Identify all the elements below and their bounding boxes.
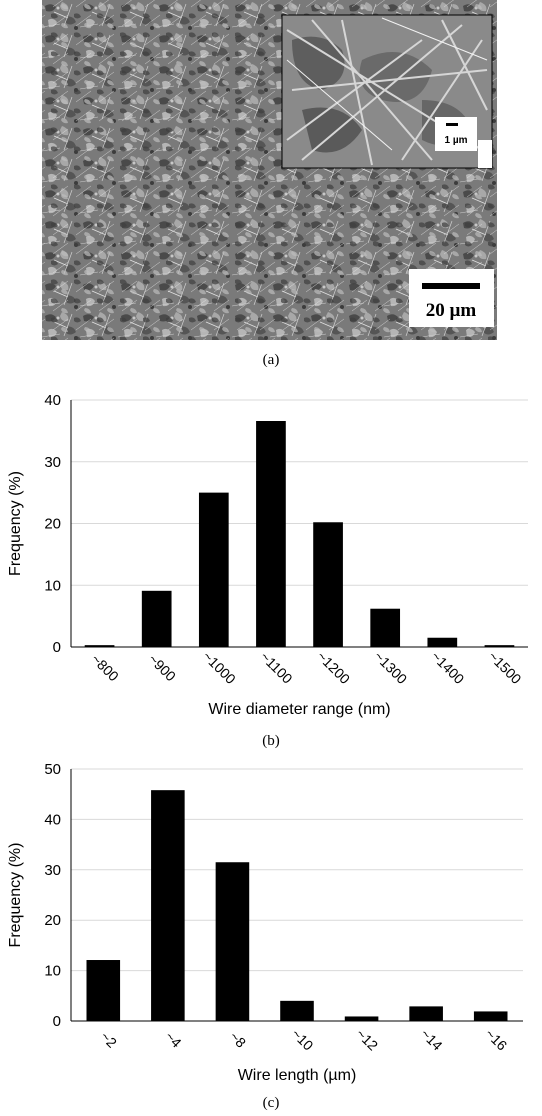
x-tick-label: ~4: [162, 1028, 185, 1051]
x-tick-label: ~800: [88, 651, 122, 685]
y-tick-label: 30: [44, 454, 61, 471]
bar-1200: [313, 522, 343, 647]
bar-800: [84, 645, 115, 647]
y-tick-label: 50: [44, 761, 61, 778]
y-axis-title: Frequency (%): [7, 843, 24, 948]
x-tick-label: ~2: [98, 1028, 121, 1051]
y-tick-label: 10: [44, 963, 61, 980]
bar-900: [141, 590, 172, 647]
inset-scale-label: 1 µm: [445, 135, 468, 146]
y-tick-label: 40: [44, 811, 61, 828]
x-tick-label: ~10: [288, 1025, 316, 1053]
y-tick-label: 0: [53, 1013, 61, 1030]
bar-1000: [198, 492, 229, 647]
x-tick-label: ~1000: [200, 648, 239, 687]
x-tick-label: ~1200: [314, 648, 353, 687]
x-tick-label: ~1500: [485, 648, 524, 687]
bar-12: [344, 1016, 379, 1021]
panel-a-caption: (a): [262, 352, 280, 368]
panel-b-caption: (b): [262, 733, 280, 749]
x-tick-label: ~900: [145, 651, 179, 685]
main-scale-label: 20 µm: [426, 300, 477, 321]
x-tick-label: ~1400: [428, 648, 467, 687]
bar-1400: [427, 637, 458, 647]
x-tick-label: ~12: [353, 1025, 381, 1053]
x-tick-label: ~1300: [371, 648, 410, 687]
x-axis-title: Wire diameter range (nm): [208, 701, 390, 718]
y-tick-label: 20: [44, 912, 61, 929]
sem-micrograph: 1 µm 20 µm: [42, 0, 497, 340]
y-tick-label: 30: [44, 862, 61, 879]
bar-4: [151, 790, 185, 1021]
main-scale-bar: 20 µm: [409, 269, 494, 327]
bar-14: [409, 1006, 443, 1021]
y-tick-label: 0: [53, 639, 61, 656]
bar-1100: [256, 420, 286, 647]
x-tick-label: ~14: [418, 1025, 446, 1053]
panel-c-caption: (c): [262, 1095, 280, 1111]
y-axis-title: Frequency (%): [7, 471, 24, 576]
y-tick-label: 40: [44, 392, 61, 409]
x-tick-label: ~1100: [257, 648, 296, 687]
inset-scale-bar: 1 µm: [435, 117, 477, 151]
y-tick-label: 10: [44, 577, 61, 594]
x-tick-label: ~16: [482, 1025, 510, 1053]
y-tick-label: 20: [44, 516, 61, 533]
bar-2: [86, 960, 121, 1021]
x-axis-title: Wire length (µm): [238, 1067, 357, 1084]
bar-8: [215, 862, 250, 1021]
bar-10: [280, 1000, 314, 1021]
wire-diameter-histogram: 0 10 20 30 40 ~800 ~900 ~1000 ~1100 ~1200 ~1300 ~14…: [7, 392, 528, 718]
wire-length-histogram: 0 10 20 30 40 50 ~2 ~4 ~8 ~10 ~12 ~14 ~16 Wire length…: [7, 761, 523, 1084]
bar-1300: [370, 608, 401, 647]
bar-1500: [484, 645, 515, 647]
x-tick-label: ~8: [227, 1028, 250, 1051]
bar-16: [473, 1011, 508, 1021]
